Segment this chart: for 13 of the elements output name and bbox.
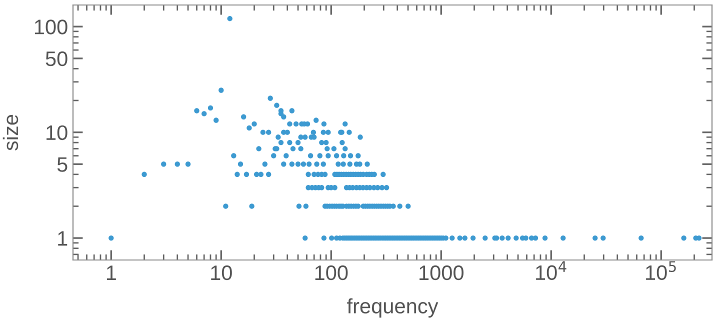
- y-tick-label: 1: [58, 231, 68, 246]
- x-axis-title: frequency: [347, 298, 438, 318]
- y-tick-label: 5: [57, 157, 68, 172]
- y-tick-label: 100: [34, 20, 68, 34]
- y-tick-label: 50: [46, 51, 68, 66]
- y-tick-label: 10: [46, 125, 68, 140]
- x-tick-label: 1000: [420, 265, 464, 280]
- y-axis-title: size: [2, 114, 18, 150]
- x-tick-label: 10$^{5}$: [646, 261, 676, 280]
- x-tick-label: 10: [211, 265, 232, 280]
- x-tick-label: 10$^{4}$: [536, 261, 566, 280]
- x-tick-label: 100: [315, 265, 348, 280]
- x-tick-label: 1: [106, 266, 116, 280]
